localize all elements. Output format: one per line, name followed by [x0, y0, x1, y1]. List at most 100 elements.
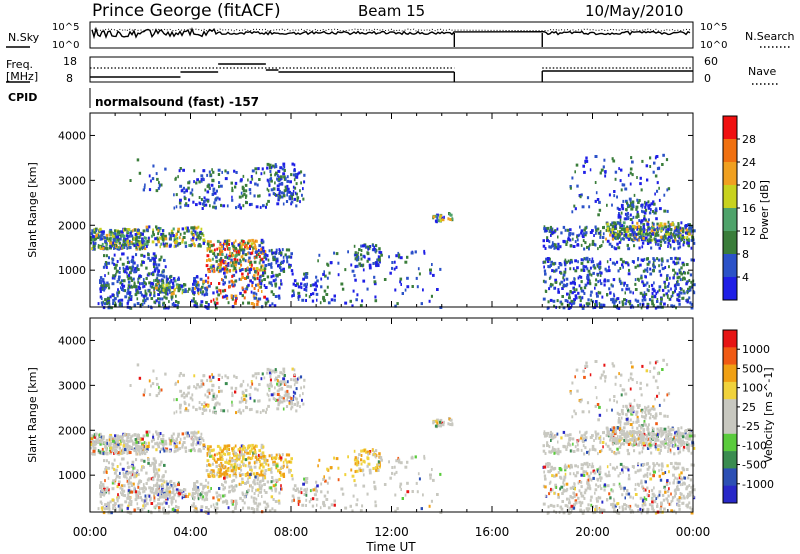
power-cell [658, 198, 661, 202]
velocity-cell [187, 391, 190, 395]
velocity-cell [305, 493, 308, 497]
power-cell [368, 263, 372, 267]
power-cell [183, 231, 186, 235]
power-cell [441, 218, 445, 222]
velocity-cell [174, 492, 176, 496]
velocity-cell [229, 465, 232, 469]
velocity-cell [146, 445, 150, 448]
power-cell [227, 239, 231, 243]
power-cell [242, 301, 245, 305]
power-cell [197, 292, 200, 296]
power-cell [667, 295, 669, 299]
power-cell [664, 236, 667, 240]
power-cell [569, 186, 572, 190]
velocity-cell [155, 459, 157, 463]
power-cell [177, 229, 180, 233]
velocity-cell [216, 444, 220, 448]
power-cell [206, 240, 210, 244]
velocity-cell [242, 409, 245, 413]
power-cell [280, 195, 284, 199]
power-cell [356, 255, 359, 259]
velocity-cell [290, 396, 293, 400]
power-cell [232, 261, 235, 265]
velocity-cell [167, 486, 171, 490]
power-cell [107, 297, 110, 301]
power-cell [263, 284, 266, 287]
power-cell [644, 283, 647, 287]
velocity-cell [119, 462, 122, 466]
power-cell [598, 291, 602, 295]
velocity-cell [294, 396, 297, 400]
velocity-cell [147, 461, 150, 465]
power-cell [689, 301, 692, 305]
power-cell [618, 240, 622, 244]
power-cell [135, 288, 138, 292]
power-cell [105, 284, 108, 287]
velocity-cell [153, 494, 155, 497]
power-cell [126, 274, 129, 278]
power-cell [652, 303, 655, 307]
power-cell [283, 175, 286, 179]
velocity-cell [117, 504, 120, 508]
power-cell [591, 239, 595, 243]
velocity-cell [282, 377, 286, 381]
velocity-cell [162, 489, 165, 492]
colorbar-tick-label: 4 [742, 271, 749, 284]
power-cell [277, 169, 281, 173]
power-cell [625, 287, 629, 291]
power-cell [564, 267, 567, 271]
velocity-cell [177, 506, 180, 509]
power-cell [543, 260, 547, 264]
power-cell [583, 228, 586, 232]
power-cell [684, 226, 687, 230]
power-cell [599, 233, 602, 237]
power-cell [353, 244, 356, 248]
power-cell [200, 290, 202, 294]
power-cell [584, 283, 588, 287]
power-cell [663, 193, 666, 197]
power-cell [406, 285, 410, 289]
power-cell [274, 282, 278, 286]
power-cell [638, 219, 641, 223]
power-cell [278, 296, 281, 300]
velocity-cell [161, 479, 165, 483]
power-cell [606, 260, 609, 264]
velocity-cell [297, 502, 300, 506]
power-cell [202, 280, 206, 284]
power-cell [128, 296, 131, 300]
power-cell [629, 236, 632, 240]
power-cell [143, 284, 146, 288]
power-cell [373, 245, 375, 249]
power-cell [572, 267, 575, 271]
power-cell [177, 289, 181, 293]
power-cell [560, 302, 564, 306]
power-cell [219, 289, 222, 293]
power-cell [682, 263, 685, 267]
power-cell [286, 175, 289, 179]
velocity-cell [129, 481, 132, 485]
velocity-cell [156, 441, 159, 445]
power-cell [142, 229, 146, 233]
power-cell [91, 229, 93, 233]
velocity-cell [134, 443, 138, 447]
velocity-cell [107, 444, 111, 447]
power-cell [181, 238, 184, 242]
power-cell [647, 239, 650, 243]
power-cell [157, 280, 160, 284]
power-cell [597, 264, 599, 268]
power-cell [126, 271, 128, 275]
power-cell [179, 184, 183, 188]
power-cell [625, 212, 629, 216]
power-cell [580, 231, 583, 235]
velocity-cell [202, 374, 205, 378]
power-cell [316, 279, 319, 283]
power-cell [300, 181, 302, 185]
velocity-cell [219, 465, 222, 469]
power-cell [192, 282, 195, 286]
velocity-cell [242, 394, 246, 398]
velocity-cell [212, 503, 215, 507]
power-cell [357, 256, 360, 260]
power-cell [162, 242, 165, 246]
power-cell [629, 290, 632, 294]
velocity-cell [170, 500, 174, 504]
